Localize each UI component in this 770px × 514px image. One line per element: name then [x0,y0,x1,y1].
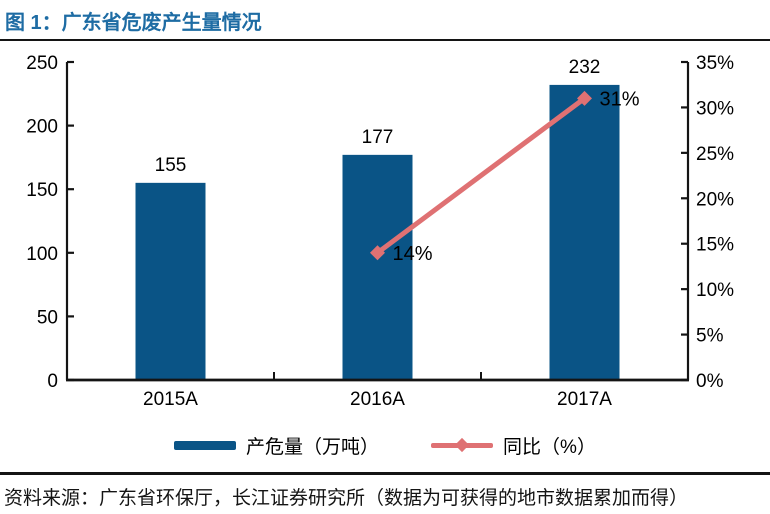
line-point-marker [577,90,592,106]
bar-2015A [135,182,206,380]
right-axis-tick-label: 0% [696,371,724,392]
growth-line [375,95,587,256]
chart-legend: 产危量（万吨） 同比（%） [0,432,770,458]
source-divider [0,472,770,475]
line-point-label: 31% [600,88,640,110]
line-point-marker [370,245,385,261]
chart-svg: 0 50 100 150 200 250 0% 5% 10% 15% 20% 25% 30% 35% 201… [26,53,734,410]
title-divider [0,39,770,41]
x-axis-category-label: 2017A [557,389,612,410]
bar-2016A [342,154,413,380]
left-axis-tick-label: 250 [26,53,58,74]
line-legend-swatch [431,437,494,452]
bar-value-label: 232 [569,57,601,78]
source-note: 资料来源：广东省环保厅，长江证券研究所（数据为可获得的地市数据累加而得） [4,488,689,509]
right-axis-tick-label: 15% [696,235,734,256]
diamond-marker-icon [454,437,470,452]
x-axis-category-label: 2016A [350,389,405,410]
line-point-label: 14% [393,243,433,265]
bar-value-label: 177 [362,127,394,148]
figure-title: 图 1：广东省危废产生量情况 [5,12,262,34]
right-axis-tick-label: 25% [696,144,734,165]
bar-legend-label: 产危量（万吨） [246,436,380,458]
line-legend-label: 同比（%） [503,436,596,458]
left-axis-tick-label: 200 [26,117,58,138]
left-axis-tick-label: 100 [26,244,58,265]
bar-legend-swatch [174,440,237,450]
left-axis-tick-label: 0 [47,371,58,392]
left-axis-tick-label: 50 [37,307,58,328]
bar-value-label: 155 [155,155,187,176]
right-axis-tick-label: 35% [696,53,734,74]
left-axis-tick-label: 150 [26,180,58,201]
legend-item-bar: 产危量（万吨） [174,432,379,459]
right-axis-tick-label: 10% [696,280,734,301]
legend-item-line: 同比（%） [431,432,596,459]
x-axis-category-label: 2015A [143,389,198,410]
bar-2017A [549,84,620,380]
right-axis-tick-label: 5% [696,326,724,347]
right-axis-tick-label: 20% [696,189,734,210]
right-axis-tick-label: 30% [696,98,734,119]
